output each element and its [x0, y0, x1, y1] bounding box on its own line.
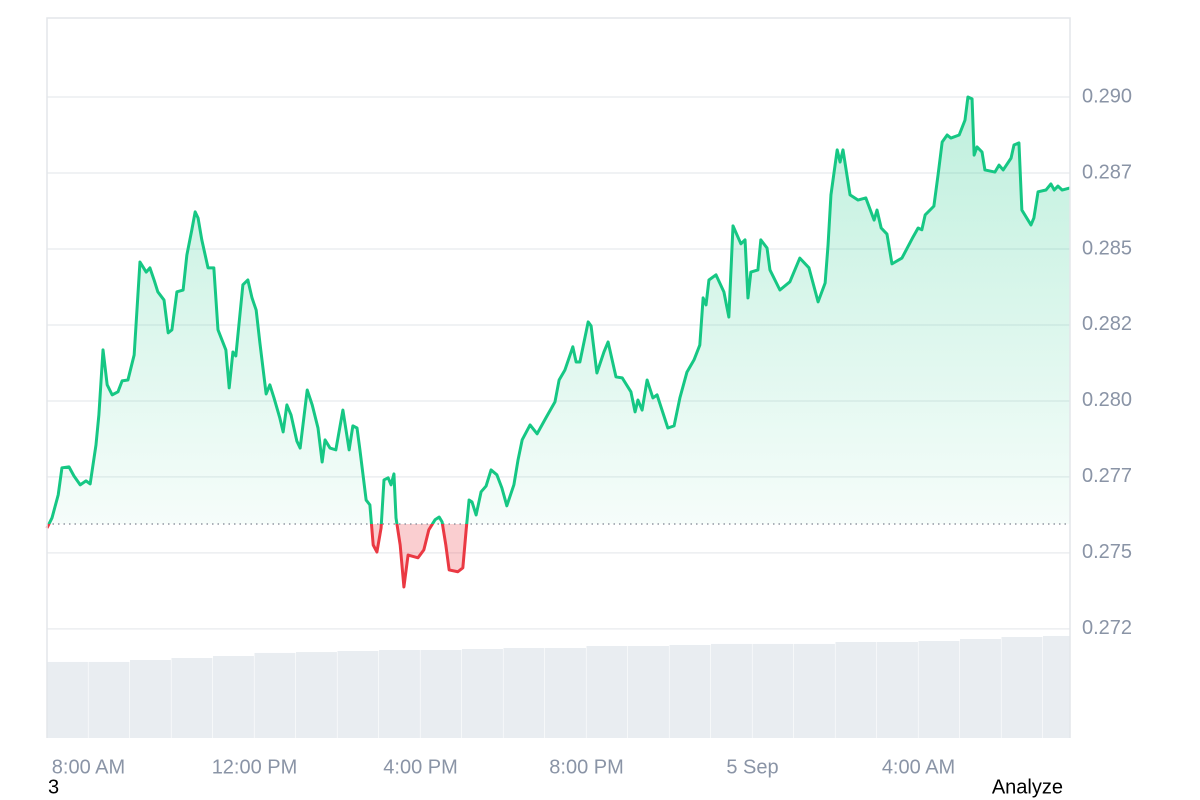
volume-bar [669, 644, 711, 738]
y-tick-label: 0.290 [1082, 85, 1132, 107]
x-tick-label: 4:00 PM [383, 756, 457, 778]
volume-bar [503, 648, 545, 738]
volume-bar [296, 652, 337, 738]
price-area [47, 97, 1070, 587]
volume-bar [586, 645, 628, 738]
y-tick-label: 0.285 [1082, 237, 1132, 259]
volume-bar [545, 648, 586, 738]
y-tick-label: 0.280 [1082, 389, 1132, 411]
plot-frame [46, 17, 1071, 738]
volume-bar [1043, 635, 1070, 738]
volume-bar [88, 661, 130, 738]
volume-bar [752, 643, 794, 738]
y-tick-label: 0.287 [1082, 161, 1132, 183]
x-tick-label: 4:00 AM [882, 756, 955, 778]
volume-layer [47, 635, 1070, 738]
volume-bar [835, 642, 877, 738]
x-tick-label: 5 Sep [726, 756, 778, 778]
volume-bar [130, 660, 171, 738]
volume-bar [960, 639, 1001, 738]
volume-bar [213, 655, 254, 738]
volume-bar [918, 641, 960, 738]
plot-layer [45, 95, 1071, 589]
price-line [45, 95, 1071, 589]
volume-bar [1001, 636, 1043, 738]
volume-bar [462, 649, 503, 738]
footer-left: 3 [48, 776, 59, 798]
volume-bar [47, 661, 88, 738]
x-tick-label: 8:00 AM [52, 756, 125, 778]
volume-bar [254, 652, 296, 738]
volume-bar [794, 643, 835, 738]
y-tick-label: 0.282 [1082, 313, 1132, 335]
x-tick-label: 8:00 PM [549, 756, 623, 778]
x-tick-label: 12:00 PM [212, 756, 298, 778]
y-tick-label: 0.272 [1082, 617, 1132, 639]
y-tick-label: 0.277 [1082, 465, 1132, 487]
volume-bar [337, 651, 379, 738]
volume-bar [420, 650, 462, 738]
volume-bar [877, 642, 918, 738]
footer-right[interactable]: Analyze [992, 776, 1063, 798]
volume-bar [711, 643, 752, 738]
y-tick-label: 0.275 [1082, 541, 1132, 563]
volume-bar [171, 658, 213, 738]
volume-bar [628, 645, 669, 738]
volume-bar [379, 650, 420, 738]
